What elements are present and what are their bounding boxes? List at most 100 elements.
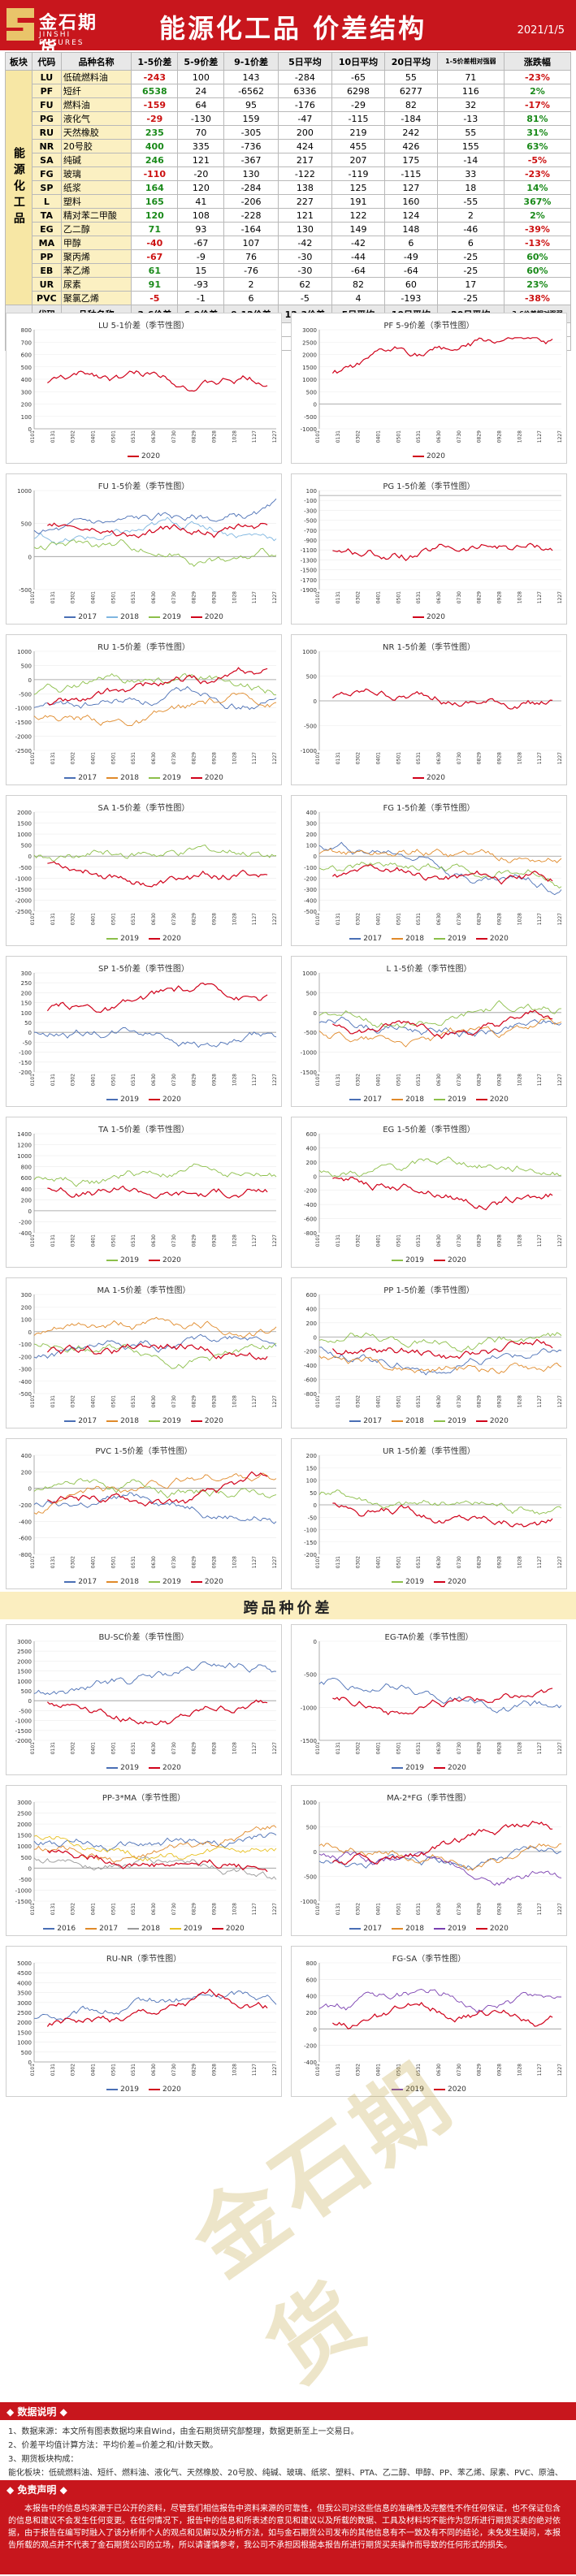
x-tick-label: 1227 xyxy=(272,1074,278,1086)
table-cell: 14% xyxy=(503,180,572,195)
series-line xyxy=(46,1699,268,1726)
chart-legend: 2019 2020 xyxy=(292,2085,566,2094)
y-tick-label: -300 xyxy=(304,887,317,893)
chart-svg: 3000 2500 2000 1500 1000 500 0 -500 -1000 -1500 -2… xyxy=(15,1639,278,1754)
x-tick-label: 0501 xyxy=(396,1556,401,1568)
x-tick-label: 0531 xyxy=(416,1903,422,1915)
y-tick-label: -200 xyxy=(19,1070,32,1076)
y-tick-label: 200 xyxy=(21,402,32,408)
series-line xyxy=(33,693,277,726)
legend-item: 2017 xyxy=(64,1417,97,1425)
y-tick-label: 3000 xyxy=(17,1800,32,1806)
y-tick-label: -400 xyxy=(304,2060,317,2066)
legend-swatch xyxy=(149,2088,160,2090)
y-tick-label: 600 xyxy=(21,1175,32,1182)
y-tick-label: 0 xyxy=(314,1334,317,1341)
y-tick-label: 400 xyxy=(21,1186,32,1193)
legend-swatch xyxy=(128,1927,140,1930)
y-tick-label: -1000 xyxy=(301,1899,317,1905)
series-line xyxy=(318,1678,562,1714)
x-tick-label: 0531 xyxy=(131,1234,136,1247)
x-tick-label: 0302 xyxy=(356,1234,362,1247)
y-tick-label: 1500 xyxy=(302,365,317,371)
y-tick-label: 0 xyxy=(28,1329,32,1336)
x-tick-label: 0501 xyxy=(110,913,116,925)
x-tick-label: 0829 xyxy=(477,1395,483,1407)
legend-item: 2019 xyxy=(106,1096,139,1104)
table-cell: 122 xyxy=(331,208,385,223)
legend-item: 2018 xyxy=(106,1578,139,1586)
x-tick-label: 0630 xyxy=(151,2064,157,2076)
y-tick-label: 100 xyxy=(21,414,32,421)
x-tick-label: 0630 xyxy=(436,752,442,764)
x-tick-label: 0101 xyxy=(30,913,36,925)
x-tick-label: 0730 xyxy=(171,430,177,443)
legend-swatch xyxy=(434,1766,445,1769)
table-cell: -243 xyxy=(131,70,179,84)
x-tick-label: 0501 xyxy=(110,1742,116,1754)
y-tick-label: -1100 xyxy=(301,547,317,554)
x-tick-label: 0928 xyxy=(497,2064,503,2076)
x-tick-label: 0829 xyxy=(477,1556,483,1568)
x-tick-label: 0630 xyxy=(436,591,442,603)
x-tick-label: 1127 xyxy=(252,1556,258,1568)
chart-title: UR 1-5价差（季节性图） xyxy=(383,1447,475,1456)
x-tick-label: 0531 xyxy=(131,1556,136,1568)
series-line xyxy=(33,1856,277,1880)
legend-item: 2020 xyxy=(475,935,509,943)
x-tick-label: 0630 xyxy=(151,1556,157,1568)
x-tick-label: 0630 xyxy=(436,2064,442,2076)
legend-swatch xyxy=(106,937,119,940)
legend-swatch xyxy=(106,616,119,618)
chart-svg: 5000450040003500300025002000150010005000… xyxy=(17,1960,278,2076)
table-cell: -184 xyxy=(383,111,438,126)
chart-legend: 2017 2018 2019 2020 xyxy=(292,1417,566,1425)
x-tick-label: 0101 xyxy=(315,430,321,443)
x-tick-label: 0302 xyxy=(356,1074,362,1086)
chart-panel: RU 1-5价差（季节性图） 1000 500 0 -500 -1000 -1500 -200… xyxy=(6,634,282,785)
table-cell: 玻璃 xyxy=(60,166,132,181)
table-cell: -40 xyxy=(131,236,179,250)
series-line xyxy=(318,862,562,888)
table-cell: 2 xyxy=(436,208,505,223)
legend-swatch xyxy=(392,2088,404,2090)
legend-item: 2020 xyxy=(413,774,445,782)
y-tick-label: 2000 xyxy=(302,352,317,359)
x-tick-label: 0928 xyxy=(212,1074,218,1086)
y-tick-label: 1000 xyxy=(302,1800,317,1806)
x-tick-label: 0101 xyxy=(315,1234,321,1247)
y-tick-label: 0 xyxy=(314,1010,317,1017)
y-tick-label: -200 xyxy=(304,2043,317,2050)
y-tick-label: 1000 xyxy=(17,1153,32,1160)
table-cell: -67 xyxy=(131,249,179,264)
legend-item: 2019 xyxy=(434,935,466,943)
x-tick-label: 1227 xyxy=(557,591,563,603)
x-tick-label: 0928 xyxy=(212,1903,218,1915)
y-tick-label: 1000 xyxy=(17,2040,32,2047)
x-tick-label: 0401 xyxy=(376,1074,382,1086)
x-tick-label: 0501 xyxy=(396,1234,401,1247)
table-cell: TA xyxy=(31,208,62,223)
legend-swatch xyxy=(85,1927,97,1930)
table-row: PG 液化气 -29 -130 159 -47 -115 -184 -13 81% xyxy=(6,111,572,126)
y-tick-label: 400 xyxy=(21,1453,32,1459)
x-tick-label: 0131 xyxy=(50,430,56,443)
x-tick-label: 1028 xyxy=(517,1395,522,1407)
table-cell: LU xyxy=(31,70,62,84)
y-tick-label: 1000 xyxy=(17,488,32,495)
chart-legend: 2019 2020 xyxy=(292,1256,566,1264)
legend-swatch xyxy=(149,616,160,618)
series-line xyxy=(33,845,277,862)
y-tick-label: 300 xyxy=(21,970,32,977)
table-cell: SA xyxy=(31,153,62,167)
table-cell: -17% xyxy=(503,97,572,112)
y-tick-label: 5000 xyxy=(17,1960,32,1967)
series-line xyxy=(46,1849,268,1873)
x-tick-label: 0501 xyxy=(396,2064,401,2076)
x-tick-label: 0829 xyxy=(477,430,483,443)
series-line xyxy=(318,1989,561,2013)
table-cell: 175 xyxy=(383,153,438,167)
logo-mark-icon xyxy=(6,8,34,41)
chart-legend: 2019 2020 xyxy=(6,2085,281,2094)
